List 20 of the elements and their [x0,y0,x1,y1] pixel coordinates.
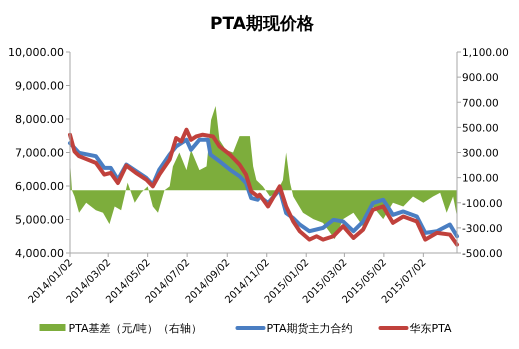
y-tick-label: 10,000.00 [8,46,64,59]
y-tick-label: 5,000.00 [15,214,64,226]
y-tick-label: 4,000.00 [15,247,64,260]
legend-label: PTA基差（元/吨）（右轴） [68,322,202,335]
y2-tick-label: 900.00 [462,72,499,84]
y-tick-label: 9,000.00 [15,80,64,92]
y-tick-label: 8,000.00 [15,113,64,126]
y2-tick-label: 500.00 [462,122,499,134]
chart-title: PTA期现价格 [210,14,315,34]
y2-tick-label: 100.00 [462,172,499,185]
legend-label: 华东PTA [410,322,452,335]
y2-tick-label: -100.00 [462,198,503,210]
y-tick-label: 7,000.00 [15,146,64,160]
y2-tick-label: 1,100.00 [462,47,509,59]
y2-tick-label: 700.00 [462,97,499,110]
y2-tick-label: 300.00 [462,148,499,160]
legend-label: PTA期货主力合约 [266,322,353,335]
y2-tick-label: -500.00 [462,248,503,260]
y2-tick-label: -300.00 [462,222,503,235]
y-tick-label: 6,000.00 [15,180,64,193]
